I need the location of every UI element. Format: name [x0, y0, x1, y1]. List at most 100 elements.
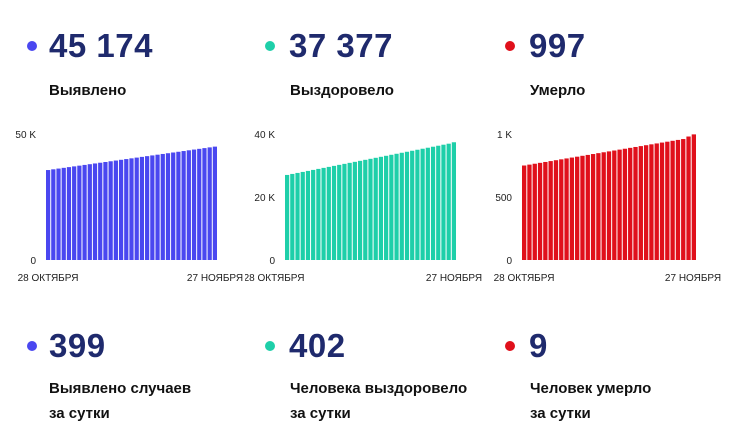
detected-xtick-start: 28 ОКТЯБРЯ	[18, 273, 79, 284]
detected-bar	[176, 151, 181, 260]
died-bar	[596, 153, 601, 260]
detected-bar	[171, 152, 176, 260]
died-bar	[580, 155, 585, 260]
detected-bar	[98, 162, 103, 260]
detected-bar	[61, 167, 66, 260]
detected-xtick-end: 27 НОЯБРЯ	[187, 273, 243, 284]
recovered-bar	[451, 142, 456, 260]
detected-bar	[56, 168, 61, 260]
detected-bar	[160, 153, 165, 260]
detected-bar	[108, 161, 113, 260]
detected-chart: 0 50 K 28 ОКТЯБРЯ 27 НОЯБРЯ	[0, 120, 250, 290]
recovered-bar	[399, 152, 404, 260]
died-bar	[612, 150, 617, 260]
detected-bar	[72, 166, 77, 260]
recovered-ytick-label: 20 K	[254, 193, 275, 204]
recovered-label: Выздоровело	[290, 82, 394, 99]
died-ytick-label: 500	[495, 193, 512, 204]
detected-bar	[186, 150, 191, 260]
detected-bar	[165, 153, 171, 260]
died-xtick-end: 27 НОЯБРЯ	[665, 273, 721, 284]
died-bar	[691, 134, 696, 260]
recovered-bar	[321, 167, 326, 260]
detected-bar	[103, 162, 108, 260]
detected-bar	[207, 147, 212, 260]
recovered-bar	[311, 169, 316, 260]
recovered-bar	[378, 156, 384, 260]
recovered-bar	[300, 171, 305, 260]
died-bar	[649, 144, 654, 260]
daily-detected-dot-icon	[27, 341, 37, 351]
detected-bar	[134, 157, 139, 260]
recovered-bar	[305, 170, 311, 260]
died-bar	[543, 161, 548, 260]
daily-recovered-dot-icon	[265, 341, 275, 351]
died-total: 997	[529, 27, 586, 64]
detected-bar	[77, 165, 82, 260]
recovered-bar	[316, 168, 321, 260]
daily-died-value: 9	[529, 327, 548, 364]
recovered-ytick-label: 40 K	[254, 130, 275, 141]
detected-bar	[118, 159, 124, 260]
recovered-bar	[368, 158, 373, 260]
detected-bar	[212, 146, 217, 260]
detected-bar	[139, 156, 145, 260]
recovered-bar	[446, 143, 451, 260]
detected-bar	[46, 170, 51, 260]
daily-detected-line2: за сутки	[49, 405, 110, 422]
died-bar	[643, 145, 649, 260]
died-bar	[532, 163, 537, 260]
detected-bar	[191, 149, 197, 260]
died-bar	[569, 157, 575, 260]
detected-bar	[145, 156, 150, 260]
recovered-total: 37 377	[289, 27, 393, 64]
detected-bar	[82, 164, 87, 260]
died-bar	[527, 164, 532, 260]
died-bar	[564, 158, 569, 260]
died-xtick-start: 28 ОКТЯБРЯ	[494, 273, 555, 284]
died-bar	[553, 160, 559, 260]
recovered-bar	[290, 173, 295, 260]
daily-detected-value: 399	[49, 327, 106, 364]
recovered-dot-icon	[265, 41, 275, 51]
died-bar	[654, 143, 659, 260]
died-bar	[675, 139, 681, 260]
died-bar	[670, 140, 675, 260]
recovered-bar	[331, 165, 337, 260]
recovered-xtick-start: 28 ОКТЯБРЯ	[245, 273, 304, 284]
recovered-bar	[363, 159, 368, 260]
detected-bar	[51, 169, 56, 260]
recovered-bar	[285, 174, 290, 260]
recovered-bar	[357, 160, 363, 260]
recovered-bar	[425, 147, 430, 260]
recovered-bar	[415, 149, 420, 260]
died-ytick-label: 1 K	[497, 130, 512, 141]
detected-total: 45 174	[49, 27, 153, 64]
daily-detected-line1: Выявлено случаев	[49, 380, 192, 397]
died-bar	[522, 165, 527, 260]
recovered-bar	[394, 153, 399, 260]
daily-died-line2: за сутки	[530, 405, 591, 422]
recovered-ytick-label: 0	[269, 256, 275, 267]
detected-label: Выявлено	[49, 82, 127, 99]
daily-died-dot-icon	[505, 341, 515, 351]
detected-dot-icon	[27, 41, 37, 51]
died-bar	[606, 151, 612, 260]
died-bar	[681, 139, 686, 260]
daily-recovered-line1: Человека выздоровело	[290, 380, 468, 397]
recovered-bar	[342, 163, 347, 260]
recovered-bar	[295, 172, 300, 260]
detected-ytick-label: 50 K	[15, 130, 36, 141]
detected-bar	[129, 158, 134, 260]
recovered-bar	[373, 157, 378, 260]
recovered-bar	[352, 161, 357, 260]
died-bar	[585, 154, 590, 260]
died-bar	[559, 159, 564, 260]
detected-bar	[92, 163, 98, 260]
died-label: Умерло	[530, 82, 586, 99]
detected-chart-svg: 0 50 K 28 ОКТЯБРЯ 27 НОЯБРЯ	[15, 130, 243, 284]
recovered-xtick-end: 27 НОЯБРЯ	[426, 273, 482, 284]
recovered-chart-svg: 0 20 K 40 K 28 ОКТЯБРЯ 27 НОЯБРЯ	[245, 130, 482, 284]
recovered-bar	[441, 144, 446, 260]
recovered-bar	[436, 145, 441, 260]
